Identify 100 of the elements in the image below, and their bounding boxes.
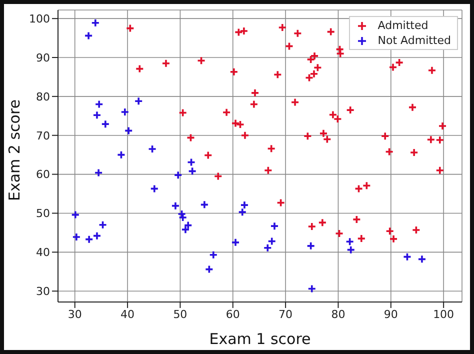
point [178,108,188,118]
point [188,166,197,176]
point [196,56,206,66]
point [184,220,192,230]
point [250,100,258,109]
point [186,158,196,167]
point [234,28,244,37]
point [84,234,94,244]
point [174,170,182,180]
point [92,110,102,120]
point [362,181,372,190]
point [208,250,218,260]
y-tick-label: 70 [36,129,50,142]
point [135,64,144,74]
point [356,234,366,243]
point [270,222,279,230]
y-tick-label: 50 [36,207,50,220]
x-tick-label: 30 [68,308,82,321]
point [70,210,80,220]
point [306,242,316,250]
point [428,66,436,75]
point [412,226,421,234]
point [310,52,319,60]
point [304,73,314,82]
point [171,201,180,210]
point [380,132,390,141]
point [389,234,398,244]
point [385,226,394,236]
point [418,254,426,264]
point [384,147,394,156]
point [306,55,316,64]
point [240,26,248,36]
point [91,18,100,28]
x-tick-label: 80 [331,308,346,321]
point [263,243,272,252]
y-tick-label: 100 [29,12,50,26]
point [303,132,312,141]
point [150,184,159,194]
point [335,44,344,54]
x-tick-label: 90 [384,308,398,321]
point [230,68,238,76]
point [435,136,444,144]
point [307,284,316,294]
point [98,220,108,230]
x-tick-label: 40 [120,308,135,321]
point [264,166,273,175]
point [408,102,417,112]
y-tick-label: 30 [36,285,50,298]
y-tick-label: 40 [36,246,50,260]
point [388,62,398,72]
point [284,42,294,51]
point [435,166,444,175]
x-tick-label: 50 [173,308,188,321]
point [426,135,436,144]
point [326,27,336,36]
point [273,70,282,80]
point [181,225,190,234]
point [200,200,209,210]
point [222,108,231,117]
point [101,120,110,128]
point [94,100,104,109]
point [310,69,318,78]
legend-label: Not Admitted [378,33,451,48]
y-tick-label: 60 [36,168,50,182]
point [438,122,447,130]
point [162,58,170,68]
point [124,126,133,136]
point [290,98,300,107]
point [267,236,276,246]
point [231,238,240,247]
point [278,23,287,32]
point [394,58,404,67]
point [346,106,355,114]
y-axis-title: Exam 2 score [5,99,24,201]
point [204,264,214,274]
point [276,198,286,208]
point [354,184,364,194]
point [334,229,344,238]
point [126,24,135,33]
point [148,144,157,154]
x-tick-label: 70 [278,308,293,321]
point [84,31,93,40]
point [266,144,276,154]
point [313,63,322,72]
point [204,150,213,160]
y-tick-label: 90 [36,51,50,64]
point [410,148,418,157]
point [346,245,356,254]
point [352,215,362,224]
point [402,252,412,262]
y-tick-label: 80 [36,90,50,104]
point [240,200,249,210]
x-axis-title: Exam 1 score [209,330,311,348]
legend-label: Admitted [378,18,428,33]
point [318,218,327,227]
point [250,88,260,98]
point [307,222,316,231]
point [116,150,126,160]
point [120,108,130,116]
point [72,232,81,242]
